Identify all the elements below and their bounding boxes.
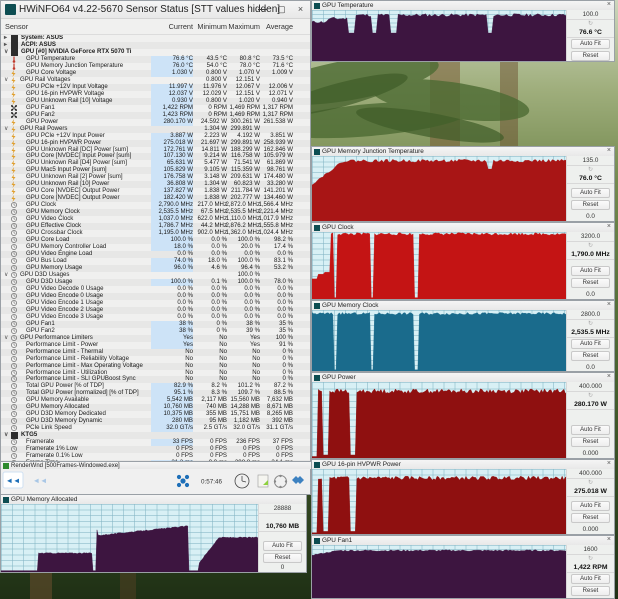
svg-text:◄◄: ◄◄ — [6, 476, 21, 485]
svg-text:0:57:46: 0:57:46 — [201, 479, 223, 486]
svg-text:◄◄: ◄◄ — [33, 476, 48, 485]
